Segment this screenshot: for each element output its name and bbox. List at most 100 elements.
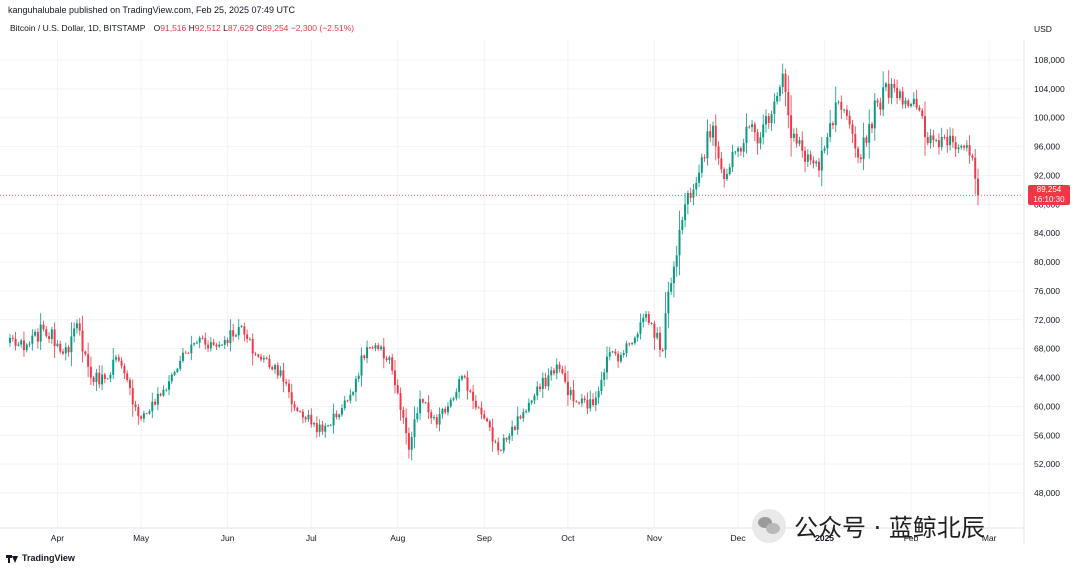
candle-body	[221, 344, 223, 346]
candle-body	[720, 158, 723, 170]
candle-body	[226, 339, 229, 344]
candle-body	[636, 333, 639, 338]
candle-body	[435, 417, 438, 425]
candle-body	[268, 358, 271, 368]
candle-body	[834, 102, 837, 126]
candle-body	[368, 347, 371, 349]
candle-body	[486, 418, 489, 422]
x-tick-label: Feb	[904, 533, 919, 543]
candle-body	[455, 391, 458, 399]
candle-body	[734, 151, 737, 153]
candle-body	[154, 401, 157, 405]
candle-body	[896, 87, 899, 98]
candle-body	[193, 343, 196, 345]
close-value: 89,254	[262, 23, 289, 33]
candle-body	[215, 344, 218, 347]
candle-body	[410, 437, 413, 450]
candle-body	[857, 148, 860, 158]
candle-body	[413, 419, 416, 438]
candle-body	[653, 323, 656, 338]
candle-body	[181, 352, 184, 361]
candle-body	[483, 414, 486, 419]
candle-body	[293, 404, 296, 408]
candle-body	[142, 413, 145, 419]
candle-body	[371, 347, 374, 349]
candle-body	[488, 421, 491, 428]
candle-body	[81, 330, 84, 352]
candle-body	[128, 380, 131, 389]
candle-body	[645, 314, 648, 318]
candle-body	[299, 410, 302, 412]
change-value: −2,300 (−2.51%)	[290, 23, 355, 33]
candle-body	[728, 167, 731, 174]
tradingview-icon	[6, 554, 18, 563]
candle-body	[427, 402, 430, 413]
candle-body	[968, 145, 971, 156]
candle-body	[168, 381, 170, 390]
candle-body	[112, 359, 115, 375]
y-tick-label: 100,000	[1034, 113, 1065, 123]
candle-body	[472, 391, 475, 401]
candle-body	[14, 338, 17, 346]
candle-body	[234, 335, 237, 337]
candle-body	[184, 352, 187, 354]
candle-body	[773, 101, 776, 114]
candle-body	[101, 374, 104, 385]
candle-body	[360, 355, 363, 376]
candle-body	[201, 337, 204, 339]
candle-body	[647, 314, 650, 323]
candle-body	[469, 390, 472, 392]
candle-body	[907, 100, 910, 107]
candle-body	[115, 357, 117, 360]
candle-body	[937, 140, 940, 148]
candle-body	[402, 410, 405, 418]
candle-body	[349, 394, 352, 401]
candle-body	[393, 370, 396, 386]
candle-body	[45, 329, 48, 337]
candle-body	[963, 145, 966, 148]
candle-body	[949, 135, 952, 146]
candle-body	[516, 416, 519, 430]
candle-body	[756, 132, 759, 144]
candle-body	[162, 389, 165, 396]
candle-body	[246, 334, 249, 339]
x-tick-label: Nov	[647, 533, 663, 543]
high-label: H	[188, 23, 195, 33]
tradingview-logo[interactable]: TradingView	[6, 553, 75, 563]
candle-body	[140, 416, 143, 419]
candle-body	[84, 351, 87, 355]
candle-body	[232, 330, 235, 337]
publisher-line: kanguhalubale published on TradingView.c…	[8, 5, 296, 15]
candle-body	[62, 351, 64, 354]
candle-body	[260, 356, 263, 360]
candle-body	[494, 441, 497, 443]
candle-body	[837, 101, 840, 103]
candle-body	[374, 345, 377, 349]
time-axis: Apr May Jun Jul Aug Sep Oct Nov Dec 2025 Feb Mar	[51, 533, 997, 543]
candle-body	[527, 402, 530, 412]
candle-body	[625, 343, 628, 353]
candle-body	[592, 399, 595, 405]
candles	[9, 63, 979, 461]
candle-body	[354, 378, 357, 393]
candle-body	[313, 422, 316, 425]
candle-body	[212, 342, 215, 345]
candle-body	[513, 426, 516, 430]
close-label: C	[256, 23, 263, 33]
candle-body	[56, 343, 59, 347]
wechat-watermark: 公众号 · 蓝鲸北辰	[752, 508, 985, 543]
candle-body	[282, 370, 285, 382]
candle-body	[943, 136, 946, 138]
candle-body	[173, 372, 176, 375]
candle-body	[497, 442, 500, 451]
x-tick-label: Dec	[731, 533, 747, 543]
candle-body	[460, 376, 463, 380]
candle-body	[851, 124, 854, 134]
candle-body	[120, 360, 123, 366]
candle-body	[915, 98, 918, 108]
candle-body	[70, 336, 73, 353]
candle-body	[204, 338, 207, 345]
candle-body	[731, 151, 734, 168]
candle-body	[287, 383, 290, 393]
